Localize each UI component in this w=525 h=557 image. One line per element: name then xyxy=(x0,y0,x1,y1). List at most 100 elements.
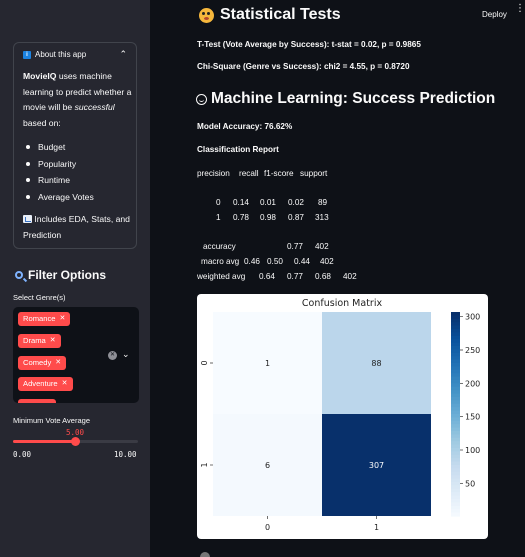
report-cell: 402 xyxy=(315,242,329,251)
colorbar-segment xyxy=(451,451,460,456)
report-cell: macro avg xyxy=(201,257,240,266)
colorbar-segment xyxy=(451,346,460,350)
close-icon[interactable]: ✕ xyxy=(61,380,68,387)
colorbar-tick-label: 50 xyxy=(465,479,475,488)
genre-tag-romance[interactable]: Romance ✕ xyxy=(18,312,71,326)
colorbar-segment xyxy=(451,478,460,483)
colorbar-segment xyxy=(451,485,460,490)
colorbar-segment xyxy=(451,403,460,408)
list-item: Budget xyxy=(23,139,94,156)
genre-tag-drama[interactable]: Drama ✕ xyxy=(18,334,61,348)
y-tick-label: 0 xyxy=(200,360,209,365)
cell-value: 1 xyxy=(265,359,270,368)
colorbar-segment xyxy=(451,363,460,367)
about-header[interactable]: i About this app xyxy=(23,50,86,59)
colorbar-segment xyxy=(451,325,460,330)
colorbar-segment xyxy=(451,471,460,476)
chevron-up-icon[interactable]: ⌃ xyxy=(119,49,127,59)
colorbar-segment xyxy=(451,495,460,500)
colorbar-segment xyxy=(451,322,460,327)
colorbar-segment xyxy=(451,492,460,497)
partial-icon xyxy=(200,552,210,557)
x-tick-label: 0 xyxy=(265,523,270,532)
colorbar-segment xyxy=(451,420,460,425)
chisq-result: Chi-Square (Genre vs Success): chi2 = 4.… xyxy=(197,62,410,71)
colorbar-segment xyxy=(451,332,460,337)
colorbar-segment xyxy=(451,468,460,473)
colorbar-segment xyxy=(451,465,460,469)
report-header-support: support xyxy=(300,169,328,178)
about-expander[interactable]: i About this app ⌃ MovieIQ uses machine … xyxy=(13,42,137,249)
colorbar-tick-label: 200 xyxy=(465,379,480,388)
search-icon xyxy=(15,271,23,279)
genre-tag-partial[interactable] xyxy=(18,399,56,403)
report-cell: 0.46 xyxy=(244,257,260,266)
report-cell: weighted avg xyxy=(197,272,246,281)
report-cell: 0.87 xyxy=(288,213,304,222)
deploy-button[interactable]: Deploy xyxy=(482,10,507,19)
report-cell: 1 xyxy=(216,213,221,222)
colorbar-segment xyxy=(451,431,460,435)
heatmap-cell xyxy=(213,312,322,414)
slider-max: 10.00 xyxy=(114,450,137,459)
colorbar-segment xyxy=(451,434,460,439)
close-icon[interactable]: ✕ xyxy=(55,359,62,366)
colorbar-segment xyxy=(451,329,460,333)
cell-value: 307 xyxy=(369,461,384,470)
colorbar-segment xyxy=(451,509,460,514)
colorbar-segment xyxy=(451,505,460,510)
colorbar-segment xyxy=(451,349,460,354)
vote-slider-handle[interactable] xyxy=(71,437,80,446)
colorbar-segment xyxy=(451,376,460,381)
filter-title: Filter Options xyxy=(15,268,106,282)
ml-title: Machine Learning: Success Prediction xyxy=(196,90,495,108)
colorbar-segment xyxy=(451,454,460,459)
colorbar-segment xyxy=(451,318,460,323)
report-cell: 0.77 xyxy=(287,272,303,281)
about-feature-list: Budget Popularity Runtime Average Votes xyxy=(23,139,94,205)
colorbar-segment xyxy=(451,424,460,429)
heatmap-cell xyxy=(213,414,322,516)
more-vertical-icon[interactable]: ⋮ xyxy=(515,3,525,14)
colorbar-segment xyxy=(451,482,460,486)
confusion-matrix-chart: Confusion Matrix 1 88 6 307 0 1 0 1 50 100 150 200 25… xyxy=(197,294,488,539)
intro-part1: uses machine learning to predict whether… xyxy=(23,71,132,112)
genre-tag-adventure[interactable]: Adventure ✕ xyxy=(18,377,73,391)
genre-multiselect[interactable]: Romance ✕ Drama ✕ Comedy ✕ Adventure ✕ ✕ ⌄ xyxy=(13,307,139,403)
list-item: Popularity xyxy=(23,156,94,173)
colorbar-segment xyxy=(451,400,460,405)
about-intro: MovieIQ uses machine learning to predict… xyxy=(23,69,133,131)
colorbar-segment xyxy=(451,383,460,388)
list-item: Average Votes xyxy=(23,189,94,206)
close-icon[interactable]: ✕ xyxy=(49,337,56,344)
report-cell: 0 xyxy=(216,198,221,207)
colorbar-segment xyxy=(451,359,460,364)
colorbar-segment xyxy=(451,417,460,422)
heatmap-cell xyxy=(322,312,431,414)
y-tick-label: 1 xyxy=(200,462,209,467)
report-cell: 0.78 xyxy=(233,213,249,222)
colorbar-segment xyxy=(451,499,460,503)
colorbar-tick-label: 300 xyxy=(465,313,480,322)
ttest-result: T-Test (Vote Average by Success): t-stat… xyxy=(197,40,421,49)
report-header-precision: precision xyxy=(197,169,230,178)
smile-icon xyxy=(196,93,207,105)
colorbar-segment xyxy=(451,356,460,361)
brand-name: MovieIQ xyxy=(23,71,57,81)
colorbar-segment xyxy=(451,366,460,371)
close-icon[interactable]: ✕ xyxy=(59,315,66,322)
report-cell: 0.77 xyxy=(287,242,303,251)
report-cell: 0.02 xyxy=(288,198,304,207)
vote-slider-fill xyxy=(13,440,76,443)
colorbar-segment xyxy=(451,407,460,412)
report-cell: 402 xyxy=(343,272,357,281)
colorbar-segment xyxy=(451,448,460,452)
intro-emphasis: successful xyxy=(74,102,115,112)
genre-tag-comedy[interactable]: Comedy ✕ xyxy=(18,356,67,370)
colorbar-segment xyxy=(451,414,460,418)
clear-all-icon[interactable]: ✕ xyxy=(108,351,117,360)
chevron-down-icon[interactable]: ⌄ xyxy=(122,349,130,359)
report-cell: 0.01 xyxy=(260,198,276,207)
slider-min: 0.00 xyxy=(13,450,32,459)
